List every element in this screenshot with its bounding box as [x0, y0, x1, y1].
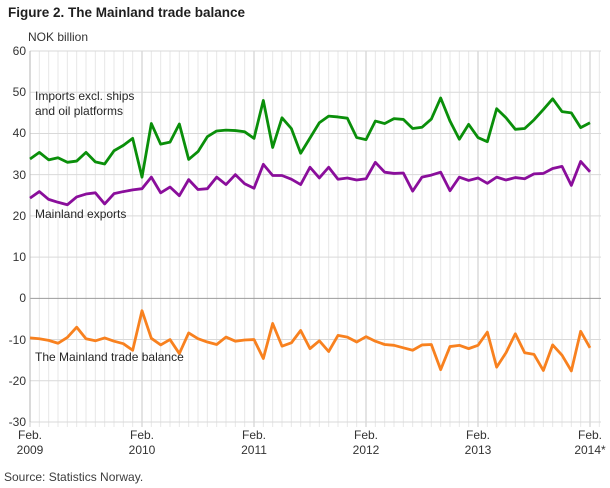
- y-tick-label: 40: [12, 126, 26, 141]
- source-note: Source: Statistics Norway.: [4, 470, 144, 484]
- y-tick-label: 30: [12, 167, 26, 182]
- x-tick-label: Feb. 2011: [241, 428, 267, 457]
- y-tick-label: 20: [12, 208, 26, 223]
- imports-series-label: Imports excl. ships and oil platforms: [35, 89, 134, 119]
- balance-series-label-line1: The Mainland trade balance: [35, 350, 184, 364]
- y-axis-unit-label: NOK billion: [28, 30, 89, 44]
- y-tick-label: -20: [8, 373, 26, 388]
- balance-series-line: [29, 309, 592, 373]
- y-tick-label: 50: [12, 85, 26, 100]
- exports-series-line: [29, 160, 592, 207]
- imports-series-line: [29, 96, 591, 179]
- exports-series-label-line1: Mainland exports: [35, 207, 127, 221]
- y-tick-label: 0: [19, 291, 26, 306]
- x-tick-label: Feb. 2014*: [574, 428, 606, 457]
- figure-title: Figure 2. The Mainland trade balance: [8, 5, 246, 20]
- y-tick-label: 60: [12, 44, 26, 58]
- balance-series-label: The Mainland trade balance: [35, 350, 184, 365]
- y-tick-label: 10: [12, 250, 26, 265]
- x-tick-label: Feb. 2013: [464, 428, 492, 457]
- x-tick-label: Feb. 2010: [128, 428, 156, 457]
- imports-series-label-line1: Imports excl. ships: [35, 89, 135, 103]
- x-tick-label: Feb. 2012: [352, 428, 380, 457]
- exports-series-label: Mainland exports: [35, 207, 126, 222]
- x-tick-label: Feb. 2009: [16, 428, 44, 457]
- imports-series-label-line2: and oil platforms: [35, 104, 124, 118]
- y-tick-label: -30: [8, 415, 26, 429]
- y-tick-label: -10: [8, 332, 26, 347]
